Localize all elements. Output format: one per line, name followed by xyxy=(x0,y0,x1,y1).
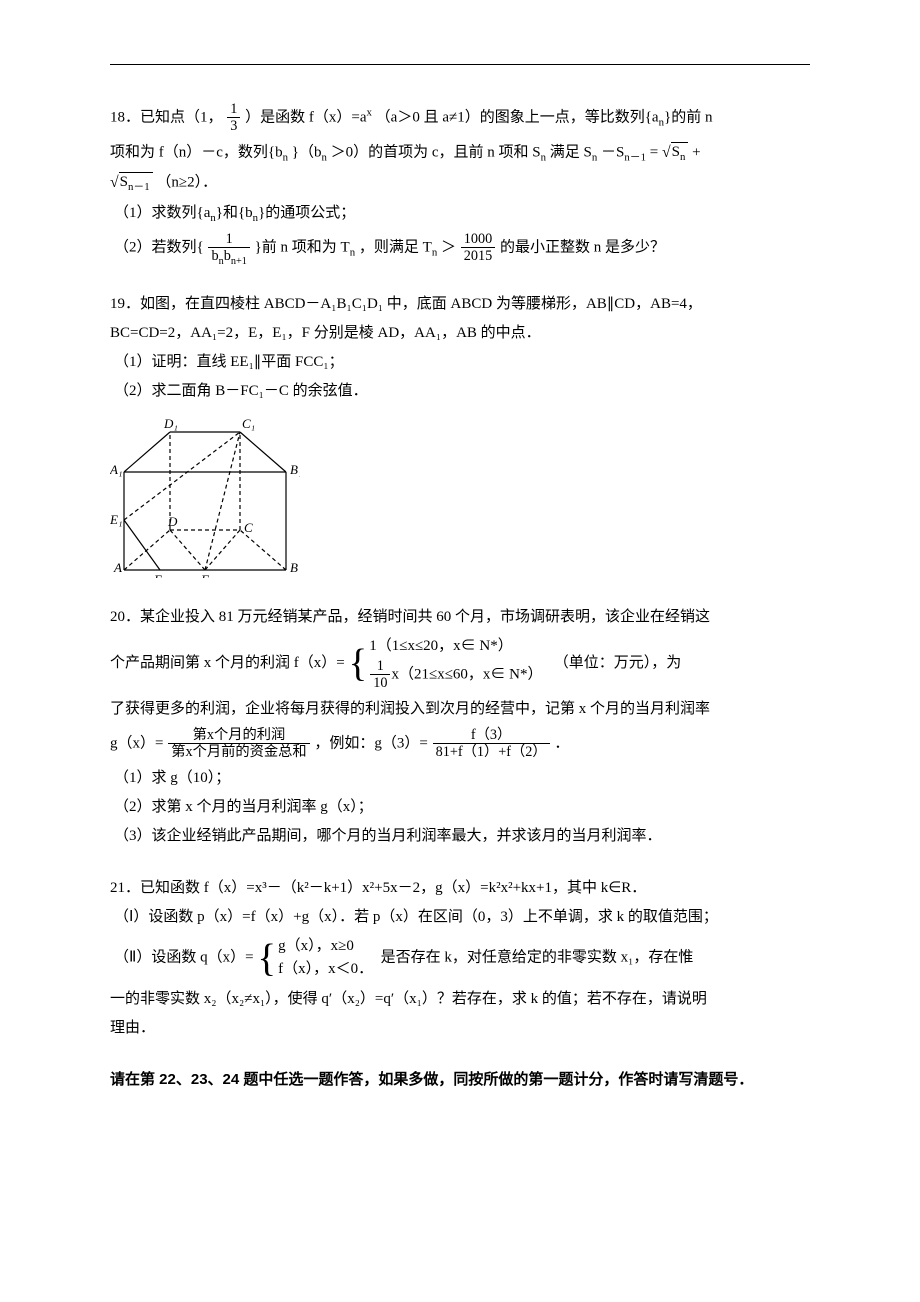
question-18: 18．已知点（1， 1 3 ）是函数 f（x）=ax （a＞0 且 a≠1）的图… xyxy=(110,101,810,265)
text: （n≥2）． xyxy=(156,175,217,191)
text: ）是函数 f（x）=a xyxy=(245,109,366,125)
svg-text:B₁: B₁ xyxy=(290,462,300,477)
text: 项和为 f（n）－c，数列{b xyxy=(110,144,283,160)
fraction-1-10: 1 10 xyxy=(370,658,390,692)
q20-gx: g（x）= 第x个月的利润 第x个月前的资金总和 ，例如：g（3）= f（3） … xyxy=(110,727,810,761)
gx-c: ． xyxy=(554,735,569,751)
svg-text:D₁: D₁ xyxy=(163,416,178,431)
text: （Ⅱ）设函数 xyxy=(114,950,196,966)
text: }（b xyxy=(292,144,322,160)
question-21: 21．已知函数 f（x）=x³－（k²－k+1）x²+5x－2，g（x）=k²x… xyxy=(110,877,810,1041)
footer-instruction: 请在第 22、23、24 题中任选一题作答，如果多做，同按所做的第一题计分，作答… xyxy=(110,1068,810,1091)
qx: q（x）= xyxy=(200,950,253,966)
q18-line3: Sn－1 （n≥2）． xyxy=(110,171,810,195)
q21-l5: 理由． xyxy=(110,1017,810,1040)
fraction-1000-2015: 1000 2015 xyxy=(461,231,496,265)
q18-part2: （2）若数列{ 1 bnbn+1 }前 n 项和为 Tn ，则满足 Tn ＞ 1… xyxy=(114,231,810,265)
text: 18．已知点（1， xyxy=(110,109,223,125)
text: （a＞0 且 a≠1）的图象上一点，等比数列{a xyxy=(376,109,659,125)
q21-p2: （Ⅱ）设函数 q（x）= { g（x），x≥0 f（x），x＜0． 是否存在 k… xyxy=(114,935,810,982)
top-rule xyxy=(110,64,810,65)
q20-l3: 了获得更多的利润，企业将每月获得的利润投入到次月的经营中，记第 x 个月的当月利… xyxy=(110,698,810,721)
left-brace-icon: { xyxy=(257,941,276,976)
text: ＞ xyxy=(441,239,456,255)
prism-svg: A B E F D C E₁ A₁ D₁ C₁ B₁ xyxy=(110,414,300,578)
text: 是否存在 k，对任意给定的非零实数 x₁，存在惟 xyxy=(381,950,694,966)
q20-p2: （2）求第 x 个月的当月利润率 g（x）； xyxy=(114,796,810,819)
q18-part1: （1）求数列{an}和{bn}的通项公式； xyxy=(114,202,810,225)
text: －S xyxy=(601,144,624,160)
left-brace-icon: { xyxy=(348,646,367,681)
sub: n xyxy=(592,151,597,163)
text: }前 n 项和为 T xyxy=(255,239,350,255)
case-1: g（x），x≥0 xyxy=(278,935,373,958)
q19-l2: BC=CD=2，AA₁=2，E，E₁，F 分别是棱 AD，AA₁，AB 的中点． xyxy=(110,322,810,345)
sqrt-Sn-1: Sn－1 xyxy=(110,171,153,195)
sub: n－1 xyxy=(624,151,646,163)
text: }的前 n xyxy=(664,109,712,125)
q21-p1: （Ⅰ）设函数 p（x）=f（x）+g（x）．若 p（x）在区间（0，3）上不单调… xyxy=(114,906,810,929)
svg-text:E₁: E₁ xyxy=(110,512,122,527)
text: 个产品期间第 x 个月的利润 xyxy=(110,655,290,671)
fraction-1-bnbn1: 1 bnbn+1 xyxy=(208,231,249,265)
fraction-g3: f（3） 81+f（1）+f（2） xyxy=(433,727,550,761)
text: = xyxy=(650,144,658,160)
gx-a: g（x）= xyxy=(110,735,163,751)
exam-page: 18．已知点（1， 1 3 ）是函数 f（x）=ax （a＞0 且 a≠1）的图… xyxy=(0,0,920,1177)
svg-text:F: F xyxy=(200,572,210,578)
text: （单位：万元），为 xyxy=(554,655,682,671)
q20-p3: （3）该企业经销此产品期间，哪个月的当月利润率最大，并求该月的当月利润率． xyxy=(114,825,810,848)
q18-line2: 项和为 f（n）－c，数列{bn }（bn ＞0）的首项为 c，且前 n 项和 … xyxy=(110,141,810,165)
sub: n xyxy=(321,151,326,163)
svg-text:A₁: A₁ xyxy=(110,462,122,477)
plus: + xyxy=(692,144,700,160)
q21-l1: 21．已知函数 f（x）=x³－（k²－k+1）x²+5x－2，g（x）=k²x… xyxy=(110,877,810,900)
piecewise-fx: { 1（1≤x≤20，x∈ N*） 1 10 x（21≤x≤60，x∈ N*） xyxy=(348,635,542,692)
q19-p1: （1）证明：直线 EE₁∥平面 FCC₁； xyxy=(114,351,810,374)
text: 的最小正整数 n 是多少？ xyxy=(500,239,665,255)
prism-figure: A B E F D C E₁ A₁ D₁ C₁ B₁ xyxy=(110,414,810,578)
q20-l2: 个产品期间第 x 个月的利润 f（x）= { 1（1≤x≤20，x∈ N*） 1… xyxy=(110,635,810,692)
q19-p2: （2）求二面角 B－FC₁－C 的余弦值． xyxy=(114,380,810,403)
svg-text:E: E xyxy=(153,572,162,578)
text: 满足 S xyxy=(550,144,592,160)
question-19: 19．如图，在直四棱柱 ABCD－A₁B₁C₁D₁ 中，底面 ABCD 为等腰梯… xyxy=(110,293,810,578)
fraction-profit-ratio: 第x个月的利润 第x个月前的资金总和 xyxy=(168,727,309,761)
superscript-x: x xyxy=(367,106,372,118)
gx-b: ，例如：g（3）= xyxy=(314,735,427,751)
piecewise-qx: { g（x），x≥0 f（x），x＜0． xyxy=(257,935,373,982)
sub: n xyxy=(541,151,546,163)
case-1: 1（1≤x≤20，x∈ N*） xyxy=(369,635,542,658)
svg-text:C: C xyxy=(244,520,253,535)
svg-text:C₁: C₁ xyxy=(242,416,255,431)
fraction-1-3: 1 3 xyxy=(227,101,240,135)
sub: n xyxy=(283,151,288,163)
svg-text:D: D xyxy=(167,514,178,529)
sqrt-Sn: Sn xyxy=(662,141,688,165)
text: ＞0）的首项为 c，且前 n 项和 S xyxy=(331,144,541,160)
q19-l1: 19．如图，在直四棱柱 ABCD－A₁B₁C₁D₁ 中，底面 ABCD 为等腰梯… xyxy=(110,293,810,316)
text: ，则满足 T xyxy=(359,239,432,255)
fx: f（x）= xyxy=(294,655,345,671)
q18-stem: 18．已知点（1， 1 3 ）是函数 f（x）=ax （a＞0 且 a≠1）的图… xyxy=(110,101,810,135)
q21-l4: 一的非零实数 x₂（x₂≠x₁），使得 q′（x₂）=q′（x₁）？若存在，求 … xyxy=(110,988,810,1011)
question-20: 20．某企业投入 81 万元经销某产品，经销时间共 60 个月，市场调研表明，该… xyxy=(110,606,810,849)
svg-text:A: A xyxy=(113,560,122,575)
case-2: 1 10 x（21≤x≤60，x∈ N*） xyxy=(369,658,542,692)
case-2: f（x），x＜0． xyxy=(278,958,373,981)
svg-text:B: B xyxy=(290,560,298,575)
text: （2）若数列{ xyxy=(114,239,204,255)
q20-p1: （1）求 g（10）； xyxy=(114,767,810,790)
q20-l1: 20．某企业投入 81 万元经销某产品，经销时间共 60 个月，市场调研表明，该… xyxy=(110,606,810,629)
